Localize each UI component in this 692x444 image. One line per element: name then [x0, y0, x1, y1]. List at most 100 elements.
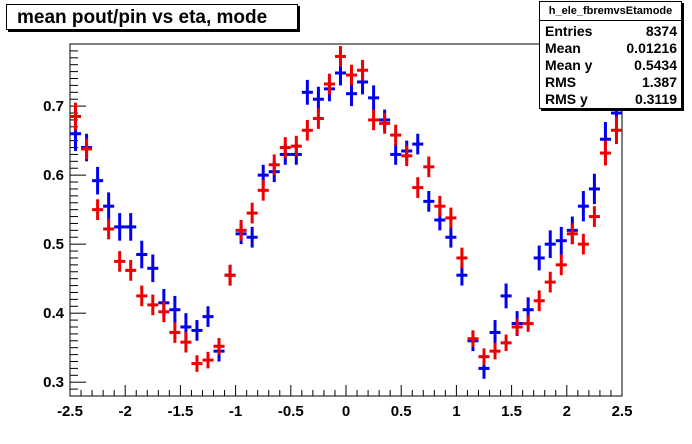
stats-value: 0.5434 [634, 57, 677, 73]
stats-histogram-name: h_ele_fbremvsEtamode [540, 2, 681, 21]
data-points [70, 46, 622, 379]
blue-data-point [246, 226, 258, 248]
x-tick-label: -1 [229, 403, 242, 420]
blue-data-point [103, 192, 115, 220]
blue-data-point [544, 230, 556, 258]
red-data-point [533, 290, 545, 312]
red-data-point [577, 233, 589, 255]
stats-value: 1.387 [641, 74, 677, 90]
stats-row-mean: Mean 0.01216 [545, 39, 677, 57]
red-data-point [423, 156, 435, 178]
red-data-point [70, 102, 82, 131]
y-tick-label: 0.4 [43, 305, 65, 322]
red-data-point [511, 318, 523, 336]
x-tick-label: 0 [342, 403, 350, 420]
blue-data-point [533, 245, 545, 271]
blue-data-point [202, 306, 214, 327]
x-tick-label: -2 [119, 403, 132, 420]
red-data-point [180, 331, 192, 353]
red-data-point [147, 294, 159, 316]
red-data-point [125, 260, 137, 281]
stats-label: Mean [545, 40, 581, 56]
x-tick-label: -1.5 [167, 403, 193, 420]
x-tick-label: -0.5 [278, 403, 304, 420]
blue-data-point [555, 226, 567, 255]
red-data-point [81, 138, 93, 160]
stats-value: 8374 [645, 23, 677, 39]
x-tick-label: -2.5 [57, 403, 83, 420]
stats-label: Mean y [545, 57, 593, 73]
red-data-point [390, 124, 402, 146]
red-data-point [610, 116, 622, 145]
red-data-point [599, 140, 611, 166]
x-tick-label: 2 [563, 403, 571, 420]
red-data-point [588, 206, 600, 227]
blue-data-point [169, 295, 181, 324]
red-data-point [136, 285, 148, 307]
x-tick-label: 2.5 [612, 403, 633, 420]
stats-label: RMS [545, 74, 577, 90]
stats-row-rms-y: RMS y 0.3119 [545, 90, 677, 108]
red-data-point [445, 207, 457, 229]
blue-data-point [412, 133, 424, 155]
red-data-point [213, 338, 225, 355]
stats-label: Entries [545, 23, 593, 39]
red-data-point [169, 322, 181, 343]
stats-row-rms: RMS 1.387 [545, 73, 677, 91]
red-data-point [489, 342, 501, 360]
blue-data-point [445, 226, 457, 248]
red-data-point [368, 109, 380, 131]
blue-data-point [368, 85, 380, 111]
blue-data-point [423, 191, 435, 212]
stats-value: 0.01216 [626, 40, 677, 56]
red-data-point [357, 59, 369, 81]
blue-data-point [577, 191, 589, 222]
blue-data-point [147, 254, 159, 283]
red-data-point [191, 355, 203, 372]
red-data-point [434, 195, 446, 217]
red-data-point [290, 135, 302, 157]
red-data-point [478, 348, 490, 365]
red-data-point [235, 220, 247, 241]
stats-value: 0.3119 [634, 91, 677, 107]
red-data-point [103, 218, 115, 240]
axis-ticks [69, 43, 623, 397]
y-tick-label: 0.7 [43, 98, 64, 115]
red-data-point [224, 264, 236, 286]
blue-data-point [125, 213, 137, 241]
red-data-point [566, 223, 578, 245]
red-data-point [401, 145, 413, 167]
red-data-point [323, 73, 335, 95]
x-tick-label: 0.5 [391, 403, 412, 420]
y-tick-label: 0.3 [43, 374, 64, 391]
plot-title-box: mean pout/pin vs eta, mode [6, 4, 298, 30]
red-data-point [158, 301, 170, 323]
red-data-point [456, 247, 468, 269]
red-data-point [555, 254, 567, 276]
blue-data-point [500, 283, 512, 309]
red-data-point [312, 108, 324, 129]
red-data-point [246, 202, 258, 224]
red-data-point [500, 334, 512, 352]
red-data-point [202, 351, 214, 369]
blue-data-point [92, 166, 104, 195]
stats-row-mean-y: Mean y 0.5434 [545, 56, 677, 74]
red-data-point [114, 251, 126, 272]
blue-data-point [588, 173, 600, 205]
blue-data-point [312, 86, 324, 112]
red-data-point [346, 64, 358, 86]
y-tick-label: 0.5 [43, 236, 64, 253]
red-data-point [92, 199, 104, 220]
red-data-point [334, 46, 346, 67]
plot-title: mean pout/pin vs eta, mode [17, 7, 268, 28]
x-tick-label: 1.5 [501, 403, 522, 420]
blue-data-point [114, 213, 126, 241]
red-data-point [544, 271, 556, 293]
red-data-point [412, 177, 424, 198]
x-tick-label: 1 [452, 403, 460, 420]
red-data-point [301, 119, 313, 141]
axis-tick-labels: -2.5 -2 -1.5 -1 -0.5 0 0.5 1 1.5 2 2.5 0.3 0.4 0.5 0.6… [43, 98, 632, 420]
blue-data-point [489, 320, 501, 345]
red-data-point [522, 315, 534, 332]
